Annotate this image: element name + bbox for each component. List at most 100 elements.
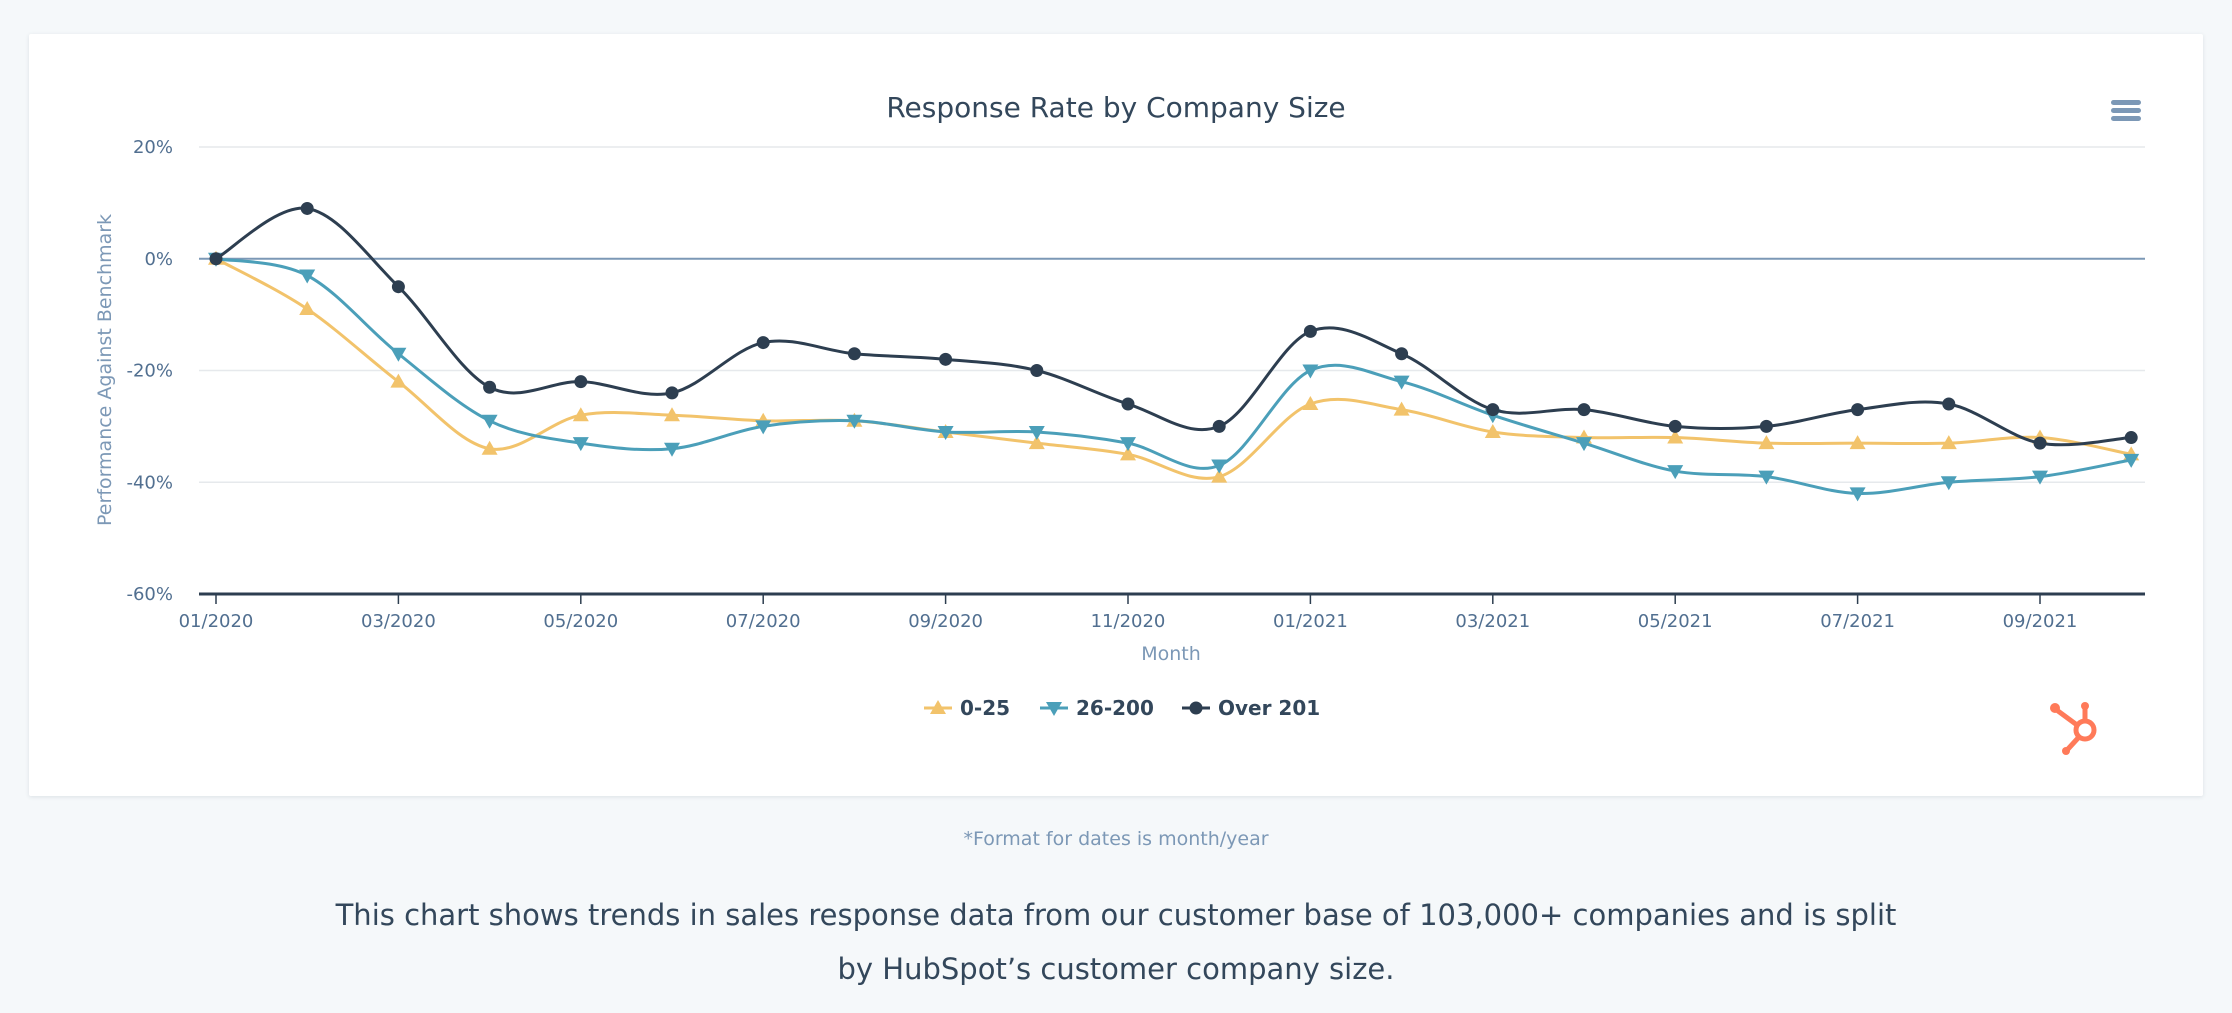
y-tick-label: -20%	[126, 361, 173, 382]
legend-label: Over 201	[1218, 696, 1320, 720]
data-point-0-25[interactable]	[390, 373, 407, 388]
data-point-26-200[interactable]	[846, 414, 863, 429]
data-point-over-201[interactable]	[391, 280, 405, 294]
x-tick-label: 05/2020	[543, 611, 618, 632]
data-point-over-201[interactable]	[939, 352, 953, 366]
data-point-over-201[interactable]	[665, 386, 679, 400]
data-point-26-200[interactable]	[481, 414, 498, 429]
data-point-over-201[interactable]	[1759, 419, 1773, 433]
y-axis-ticks: 20% 0% -20% -40% -60%	[126, 137, 173, 605]
chart-menu-button[interactable]	[2108, 98, 2144, 128]
data-point-26-200[interactable]	[1576, 437, 1592, 452]
data-point-26-200[interactable]	[1302, 364, 1319, 379]
data-point-over-201[interactable]	[1212, 419, 1226, 433]
y-tick-label: 0%	[144, 249, 173, 270]
chart-footnote: *Format for dates is month/year	[963, 828, 1269, 850]
data-point-0-25[interactable]	[1484, 423, 1501, 438]
data-point-over-201[interactable]	[2033, 436, 2047, 450]
chart-card	[29, 34, 2203, 796]
data-point-over-201[interactable]	[1851, 403, 1865, 417]
data-point-26-200[interactable]	[390, 347, 407, 362]
x-tick-label: 01/2020	[179, 611, 254, 632]
data-point-over-201[interactable]	[483, 380, 497, 394]
hamburger-menu-icon-bar-2	[2111, 108, 2141, 113]
data-point-26-200[interactable]	[1028, 425, 1045, 440]
data-point-26-200[interactable]	[664, 442, 680, 457]
data-point-0-25[interactable]	[1120, 446, 1136, 461]
data-point-over-201[interactable]	[1395, 347, 1409, 361]
data-point-over-201[interactable]	[1303, 324, 1317, 338]
x-tick-label: 01/2021	[1273, 611, 1348, 632]
gridlines	[199, 146, 2145, 596]
hamburger-menu-icon-bar-3	[2111, 116, 2141, 121]
series-line-0-25[interactable]	[215, 257, 2132, 480]
data-point-over-201[interactable]	[209, 252, 223, 266]
series-lines	[208, 201, 2140, 502]
series-over-201	[209, 201, 2138, 450]
data-point-26-200[interactable]	[2032, 470, 2048, 485]
data-point-over-201[interactable]	[1942, 397, 1956, 411]
data-point-26-200[interactable]	[937, 425, 954, 440]
data-point-0-25[interactable]	[664, 407, 680, 422]
legend-marker-26-200[interactable]	[1046, 702, 1062, 716]
data-point-over-201[interactable]	[1577, 403, 1591, 417]
data-point-26-200[interactable]	[299, 269, 316, 284]
data-point-26-200[interactable]	[755, 420, 772, 435]
legend-item-0-25[interactable]: 0-25	[924, 696, 1010, 720]
x-tick-label: 05/2021	[1638, 611, 1713, 632]
data-point-over-201[interactable]	[300, 201, 314, 215]
legend-item-over-201[interactable]: Over 201	[1182, 696, 1320, 720]
data-point-0-25[interactable]	[1758, 435, 1775, 450]
y-tick-label: -40%	[126, 472, 173, 493]
hubspot-logo-icon	[2050, 702, 2097, 755]
data-point-0-25[interactable]	[1302, 396, 1319, 411]
legend-marker-0-25[interactable]	[930, 700, 946, 714]
x-axis-title: Month	[1141, 643, 1201, 665]
data-point-26-200[interactable]	[1849, 487, 1866, 502]
x-tick-label: 11/2020	[1091, 611, 1166, 632]
data-point-0-25[interactable]	[572, 407, 589, 422]
data-point-over-201[interactable]	[1030, 364, 1044, 377]
series-0-25	[208, 250, 2140, 483]
x-axis-ticks: 01/2020 03/2020 05/2020 07/2020 09/2020 11/20…	[179, 594, 2077, 632]
data-point-over-201[interactable]	[2124, 431, 2138, 445]
y-axis-title: Performance Against Benchmark	[94, 214, 116, 526]
data-point-over-201[interactable]	[1668, 419, 1682, 433]
y-tick-label: 20%	[133, 137, 173, 158]
legend-marker-over-201[interactable]	[1189, 701, 1203, 715]
data-point-0-25[interactable]	[299, 301, 316, 316]
x-tick-label: 07/2021	[1820, 611, 1895, 632]
data-point-26-200[interactable]	[1667, 465, 1684, 480]
data-point-26-200[interactable]	[1758, 470, 1775, 485]
data-point-0-25[interactable]	[1849, 435, 1866, 450]
data-point-26-200[interactable]	[1211, 459, 1228, 474]
data-point-26-200[interactable]	[2123, 453, 2140, 468]
series-line-over-201[interactable]	[215, 206, 2132, 447]
data-point-over-201[interactable]	[1486, 403, 1500, 417]
data-point-0-25[interactable]	[1940, 435, 1957, 450]
x-tick-label: 07/2020	[726, 611, 801, 632]
data-point-over-201[interactable]	[574, 375, 588, 389]
data-point-26-200[interactable]	[572, 437, 589, 452]
legend-label: 0-25	[960, 696, 1010, 720]
data-point-0-25[interactable]	[1028, 435, 1045, 450]
chart-title: Response Rate by Company Size	[886, 91, 1345, 124]
data-point-over-201[interactable]	[847, 347, 861, 361]
data-point-over-201[interactable]	[1121, 397, 1135, 411]
data-point-0-25[interactable]	[481, 440, 498, 455]
series-26-200	[208, 252, 2140, 502]
data-point-0-25[interactable]	[1211, 468, 1228, 483]
legend-item-26-200[interactable]: 26-200	[1040, 696, 1154, 720]
data-point-26-200[interactable]	[1940, 476, 1957, 491]
data-point-0-25[interactable]	[1393, 401, 1410, 416]
data-point-0-25[interactable]	[1667, 429, 1684, 444]
data-point-26-200[interactable]	[1393, 375, 1410, 390]
hamburger-menu-icon	[2111, 100, 2141, 105]
x-tick-label: 09/2020	[908, 611, 983, 632]
y-tick-label: -60%	[126, 584, 173, 605]
data-point-26-200[interactable]	[1120, 437, 1136, 452]
data-point-over-201[interactable]	[756, 336, 770, 350]
series-line-26-200[interactable]	[215, 257, 2132, 495]
legend-label: 26-200	[1076, 696, 1154, 720]
